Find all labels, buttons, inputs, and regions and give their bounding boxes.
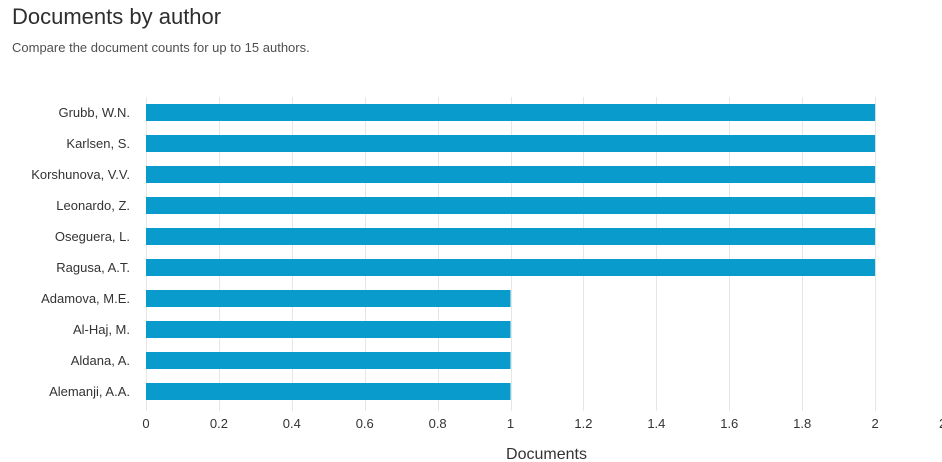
chart-subtitle: Compare the document counts for up to 15… — [12, 40, 310, 55]
bar[interactable] — [146, 383, 511, 400]
x-tick-label: 1.8 — [793, 416, 811, 431]
category-label: Adamova, M.E. — [41, 291, 130, 306]
bar[interactable] — [146, 104, 876, 121]
category-label: Aldana, A. — [71, 353, 130, 368]
bar[interactable] — [146, 321, 511, 338]
x-tick-label: 2.2 — [939, 416, 942, 431]
bar[interactable] — [146, 290, 511, 307]
category-label: Grubb, W.N. — [58, 105, 130, 120]
x-tick-label: 0.8 — [429, 416, 447, 431]
category-label: Alemanji, A.A. — [49, 384, 130, 399]
category-label: Ragusa, A.T. — [56, 260, 130, 275]
x-tick-label: 2 — [871, 416, 878, 431]
x-tick-label: 0.6 — [356, 416, 374, 431]
x-tick-label: 1.2 — [574, 416, 592, 431]
category-label: Karlsen, S. — [66, 136, 130, 151]
category-label: Oseguera, L. — [55, 229, 130, 244]
bar[interactable] — [146, 259, 876, 276]
bar[interactable] — [146, 352, 511, 369]
category-label: Korshunova, V.V. — [31, 167, 130, 182]
x-tick-label: 0.4 — [283, 416, 301, 431]
bars — [146, 104, 876, 400]
x-tick-label: 1 — [507, 416, 514, 431]
x-tick-label: 0.2 — [210, 416, 228, 431]
bar[interactable] — [146, 197, 876, 214]
bar[interactable] — [146, 135, 876, 152]
category-labels: Grubb, W.N. Karlsen, S. Korshunova, V.V. Le… — [31, 105, 130, 399]
x-axis-title: Documents — [506, 446, 587, 462]
x-tick-labels: 0 0.2 0.4 0.6 0.8 1 1.2 1.4 1.6 1.8 2 2.2 — [142, 416, 942, 431]
chart-title: Documents by author — [12, 4, 222, 29]
category-label: Leonardo, Z. — [56, 198, 130, 213]
bar[interactable] — [146, 228, 876, 245]
x-tick-label: 1.6 — [720, 416, 738, 431]
bar[interactable] — [146, 166, 876, 183]
x-tick-label: 1.4 — [647, 416, 665, 431]
category-label: Al-Haj, M. — [73, 322, 130, 337]
x-tick-label: 0 — [142, 416, 149, 431]
